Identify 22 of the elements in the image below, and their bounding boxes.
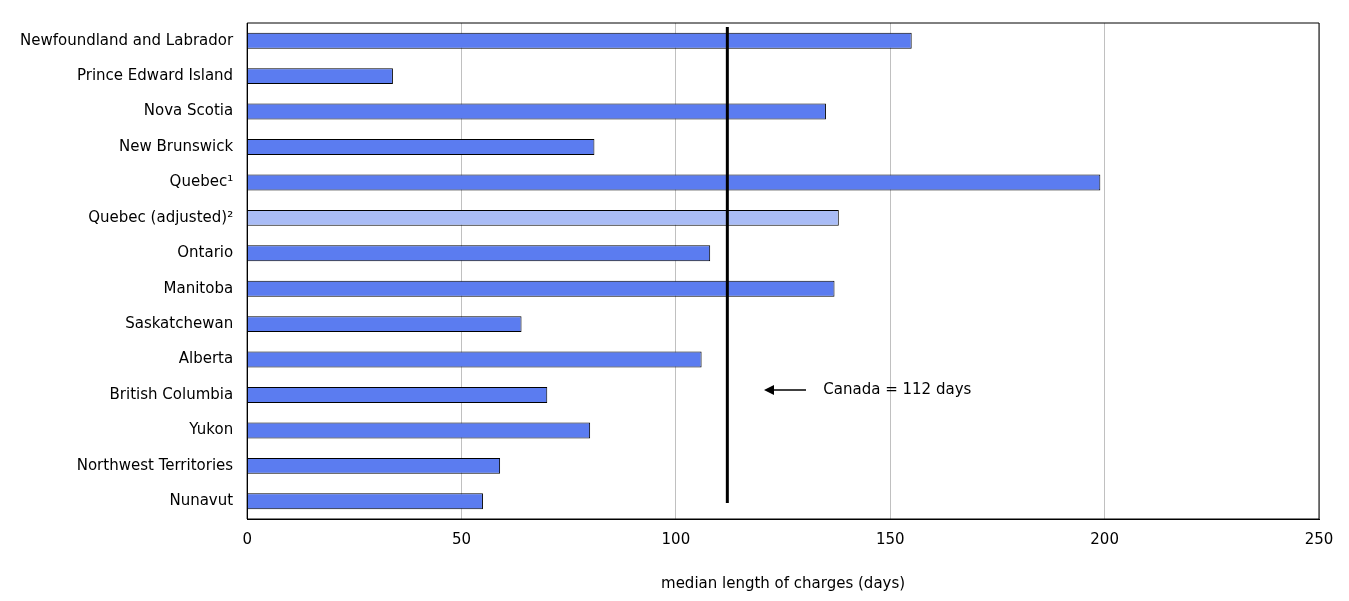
y-tick-label: Northwest Territories: [76, 455, 234, 474]
y-tick-label: Quebec¹: [169, 172, 234, 191]
y-tick-label: Quebec (adjusted)²: [88, 207, 234, 226]
y-tick-label: Yukon: [188, 420, 234, 439]
x-axis-title: median length of charges (days): [661, 573, 906, 592]
y-tick-label: Newfoundland and Labrador: [19, 30, 234, 49]
y-tick-label: Manitoba: [163, 278, 234, 297]
x-tick-label: 150: [875, 529, 905, 548]
y-tick-label: Prince Edward Island: [76, 66, 234, 85]
y-tick-label: Saskatchewan: [125, 314, 234, 333]
ref-line-label: Canada = 112 days: [823, 379, 972, 398]
y-tick-label: New Brunswick: [119, 136, 234, 155]
x-tick-label: 200: [1090, 529, 1119, 548]
y-tick-label: Nova Scotia: [143, 101, 234, 120]
y-tick-label: Ontario: [177, 243, 234, 262]
y-tick-label: Nunavut: [169, 491, 234, 510]
x-tick-label: 100: [661, 529, 691, 548]
y-tick-label: British Columbia: [109, 384, 234, 403]
x-tick-label: 50: [451, 529, 472, 548]
y-tick-label: Alberta: [178, 349, 234, 368]
x-tick-label: 250: [1304, 529, 1334, 548]
x-tick-label: 0: [242, 529, 252, 548]
